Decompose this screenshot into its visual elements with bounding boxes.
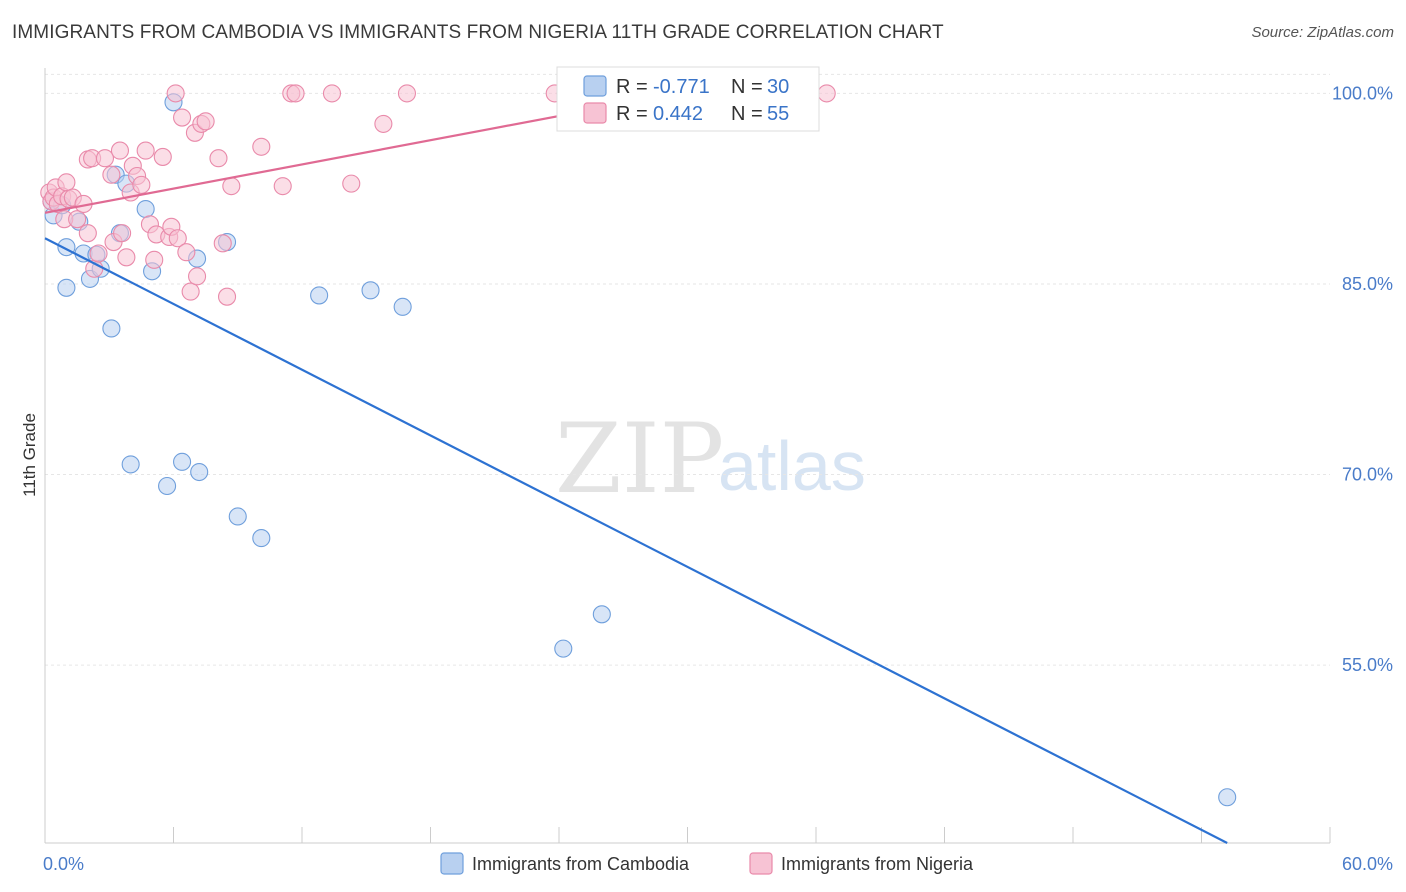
legend-n-value-cambodia: 30: [767, 76, 789, 98]
y-tick-label-0: 55.0%: [1342, 655, 1393, 675]
point-nigeria-50: [286, 84, 305, 103]
point-nigeria-44: [213, 234, 232, 253]
point-nigeria-22: [117, 248, 136, 267]
point-nigeria-21: [113, 224, 132, 243]
legend-swatch-nigeria: [583, 102, 607, 124]
legend-r-label-nigeria: R =: [616, 103, 648, 125]
legend-bottom-label-nigeria: Immigrants from Nigeria: [781, 854, 974, 874]
point-cambodia-4: [57, 278, 76, 297]
y-tick-label-3: 100.0%: [1332, 83, 1393, 103]
legend-swatch-cambodia: [583, 75, 607, 97]
point-cambodia-24: [252, 529, 271, 548]
x-tick-label-1: 60.0%: [1342, 854, 1393, 874]
point-nigeria-45: [217, 287, 237, 306]
point-nigeria-40: [188, 267, 207, 286]
chart-title: IMMIGRANTS FROM CAMBODIA VS IMMIGRANTS F…: [12, 22, 944, 43]
point-nigeria-27: [136, 141, 155, 160]
point-nigeria-52: [342, 174, 361, 193]
point-nigeria-26: [132, 175, 151, 194]
legend-n-value-nigeria: 55: [767, 103, 789, 125]
point-nigeria-13: [78, 224, 97, 243]
point-cambodia-14: [121, 455, 140, 474]
x-axis-ticks: 0.0% 60.0%: [43, 854, 1393, 874]
legend-r-value-cambodia: -0.771: [653, 76, 710, 98]
trend-line-cambodia: [44, 237, 1228, 844]
point-nigeria-7: [57, 173, 76, 192]
legend-bottom-swatch-cambodia: [440, 852, 464, 875]
watermark-atlas: atlas: [718, 427, 866, 505]
gridlines: [45, 73, 1330, 666]
point-nigeria-57: [817, 84, 836, 103]
point-nigeria-36: [173, 108, 192, 127]
point-nigeria-48: [273, 177, 292, 196]
point-cambodia-25: [310, 286, 329, 305]
point-nigeria-43: [209, 149, 228, 168]
point-cambodia-17: [158, 476, 177, 496]
point-cambodia-19: [173, 452, 192, 471]
point-nigeria-46: [222, 177, 241, 196]
point-nigeria-18: [102, 165, 121, 184]
point-nigeria-16: [89, 244, 108, 263]
legend-stats: R = -0.771 N = 30 R = 0.442 N = 55: [556, 66, 820, 132]
legend-n-label-nigeria: N =: [731, 103, 763, 125]
y-axis-ticks: 55.0% 70.0% 85.0% 100.0%: [1332, 83, 1393, 675]
watermark-zip: ZIP: [555, 403, 724, 515]
point-cambodia-28: [554, 639, 573, 658]
point-cambodia-26: [361, 281, 380, 300]
point-cambodia-21: [190, 462, 209, 482]
y-axis-label: 11th Grade: [20, 413, 39, 497]
point-nigeria-35: [168, 229, 187, 248]
point-cambodia-23: [228, 507, 247, 526]
legend-n-label-cambodia: N =: [731, 76, 763, 98]
point-nigeria-37: [177, 243, 196, 262]
point-nigeria-42: [196, 112, 215, 131]
point-nigeria-54: [397, 84, 416, 103]
point-cambodia-27: [393, 297, 412, 316]
watermark: ZIP atlas: [555, 403, 866, 515]
point-nigeria-38: [181, 282, 200, 301]
point-nigeria-53: [374, 114, 393, 133]
legend-bottom: Immigrants from Cambodia Immigrants from…: [440, 852, 974, 875]
y-tick-label-1: 70.0%: [1342, 465, 1393, 485]
legend-r-label-cambodia: R =: [616, 76, 648, 98]
point-cambodia-15: [136, 199, 155, 219]
point-nigeria-17: [95, 149, 115, 168]
legend-bottom-label-cambodia: Immigrants from Cambodia: [472, 854, 690, 874]
point-nigeria-34: [166, 84, 185, 103]
point-nigeria-29: [145, 250, 164, 269]
point-cambodia-30: [1218, 788, 1237, 807]
point-cambodia-10: [102, 319, 121, 338]
point-nigeria-47: [252, 137, 271, 156]
point-nigeria-10: [68, 210, 87, 229]
point-nigeria-20: [110, 141, 130, 160]
y-tick-label-2: 85.0%: [1342, 274, 1393, 294]
point-cambodia-29: [592, 605, 611, 624]
source-credit: Source: ZipAtlas.com: [1251, 24, 1394, 41]
point-nigeria-51: [322, 84, 342, 103]
x-tick-label-0: 0.0%: [43, 854, 84, 874]
point-nigeria-31: [153, 147, 172, 166]
legend-r-value-nigeria: 0.442: [653, 103, 703, 125]
legend-bottom-swatch-nigeria: [749, 852, 773, 875]
